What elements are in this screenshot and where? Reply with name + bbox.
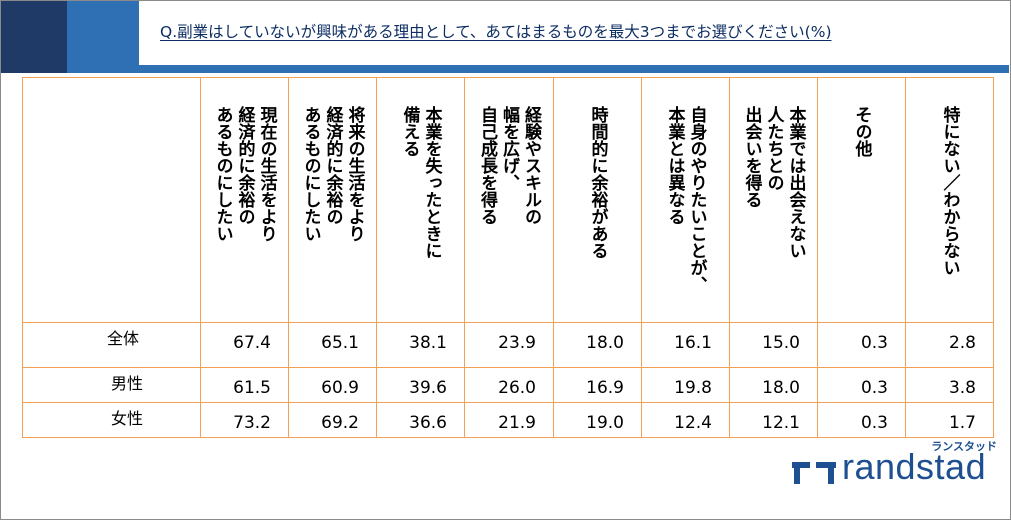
table-cell: 18.0: [553, 322, 642, 368]
column-header-line: 備える: [399, 106, 420, 157]
column-header-line: 人たちとの: [763, 106, 784, 191]
table-cell: 19.0: [553, 402, 642, 438]
column-header-label: 経験やスキルの 幅を広げ、 自己成長を得る: [476, 106, 542, 225]
table-cell: 61.5: [200, 367, 289, 403]
table-cell: 0.3: [817, 322, 906, 368]
column-header: 時間的に余裕がある: [553, 77, 642, 323]
table-row: 女性 73.2 69.2 36.6 21.9 19.0 12.4 12.1 0.…: [22, 402, 994, 438]
column-header-label: 将来の生活をより 経済的に余裕の あるものにしたい: [300, 106, 366, 242]
table-cell: 36.6: [376, 402, 465, 438]
survey-table: 現在の生活をより 経済的に余裕の あるものにしたい 将来の生活をより 経済的に余裕のあ…: [22, 77, 994, 438]
column-header: 将来の生活をより 経済的に余裕の あるものにしたい: [288, 77, 377, 323]
table-row: 男性 61.5 60.9 39.6 26.0 16.9 19.8 18.0 0.…: [22, 367, 994, 403]
table-row: 全体 67.4 65.1 38.1 23.9 18.0 16.1 15.0 0.…: [22, 322, 994, 368]
column-header-line: その他: [851, 106, 872, 157]
header-dark-block: [1, 1, 67, 73]
table-cell: 65.1: [288, 322, 377, 368]
table-cell: 67.4: [200, 322, 289, 368]
table-cell: 0.3: [817, 367, 906, 403]
row-label: 女性: [22, 402, 201, 438]
column-header-label: 本業では出会えない 人たちとの 出会いを得る: [741, 106, 807, 259]
column-header-label: 現在の生活をより 経済的に余裕の あるものにしたい: [212, 106, 278, 242]
column-header-line: 経験やスキルの: [521, 106, 541, 225]
column-header-line: 時間的に余裕がある: [587, 106, 608, 259]
column-header: その他: [817, 77, 906, 323]
corner-cell: [22, 77, 201, 323]
header-rule: [139, 65, 1009, 73]
question-title: Q.副業はしていないが興味がある理由として、あてはまるものを最大3つまでお選びく…: [160, 23, 832, 41]
column-header: 自身のやりたいことが、 本業とは異なる: [641, 77, 730, 323]
table-cell: 26.0: [464, 367, 554, 403]
column-header: 本業を失ったときに 備える: [376, 77, 465, 323]
column-header-line: あるものにしたい: [212, 106, 233, 242]
column-header-label: 特にない／わからない: [939, 106, 961, 276]
column-header: 本業では出会えない 人たちとの 出会いを得る: [729, 77, 818, 323]
table-cell: 39.6: [376, 367, 465, 403]
table-cell: 3.8: [905, 367, 994, 403]
table-cell: 0.3: [817, 402, 906, 438]
column-header-line: 本業では出会えない: [785, 106, 806, 259]
row-label: 全体: [22, 322, 201, 368]
header-blue-block: [67, 1, 139, 73]
column-header-line: 経済的に余裕の: [322, 106, 343, 225]
table-cell: 12.1: [729, 402, 818, 438]
column-header-label: 本業を失ったときに 備える: [399, 106, 443, 259]
column-header: 特にない／わからない: [905, 77, 994, 323]
table-cell: 69.2: [288, 402, 377, 438]
column-header-line: 本業を失ったときに: [421, 106, 442, 259]
column-header-line: 将来の生活をより: [344, 106, 365, 242]
header-row: 現在の生活をより 経済的に余裕の あるものにしたい 将来の生活をより 経済的に余裕のあ…: [22, 77, 994, 323]
table-cell: 73.2: [200, 402, 289, 438]
column-header-label: その他: [851, 106, 873, 157]
column-header-line: 自己成長を得る: [477, 106, 497, 225]
column-header-line: 特にない／わからない: [939, 106, 960, 276]
table-cell: 1.7: [905, 402, 994, 438]
table-cell: 16.1: [641, 322, 730, 368]
column-header-line: 出会いを得る: [741, 106, 762, 208]
column-header-line: 自身のやりたいことが、: [686, 106, 707, 293]
column-header-line: 本業とは異なる: [664, 106, 685, 225]
table-cell: 16.9: [553, 367, 642, 403]
logo-wordmark: randstad: [842, 446, 987, 487]
column-header-line: 現在の生活をより: [256, 106, 277, 242]
row-label: 男性: [22, 367, 201, 403]
column-header-label: 自身のやりたいことが、 本業とは異なる: [664, 106, 708, 293]
table-cell: 60.9: [288, 367, 377, 403]
logo-kana: ランスタッド: [931, 440, 997, 453]
table-cell: 18.0: [729, 367, 818, 403]
table-cell: 38.1: [376, 322, 465, 368]
column-header-line: 幅を広げ、: [499, 106, 519, 191]
table-cell: 15.0: [729, 322, 818, 368]
table-cell: 23.9: [464, 322, 554, 368]
column-header-label: 時間的に余裕がある: [587, 106, 609, 259]
table-cell: 12.4: [641, 402, 730, 438]
column-header: 現在の生活をより 経済的に余裕の あるものにしたい: [200, 77, 289, 323]
randstad-logo-icon: [792, 462, 836, 484]
table-cell: 2.8: [905, 322, 994, 368]
table-cell: 19.8: [641, 367, 730, 403]
table-cell: 21.9: [464, 402, 554, 438]
column-header-line: 経済的に余裕の: [234, 106, 255, 225]
column-header: 経験やスキルの 幅を広げ、 自己成長を得る: [464, 77, 554, 323]
column-header-line: あるものにしたい: [300, 106, 321, 242]
